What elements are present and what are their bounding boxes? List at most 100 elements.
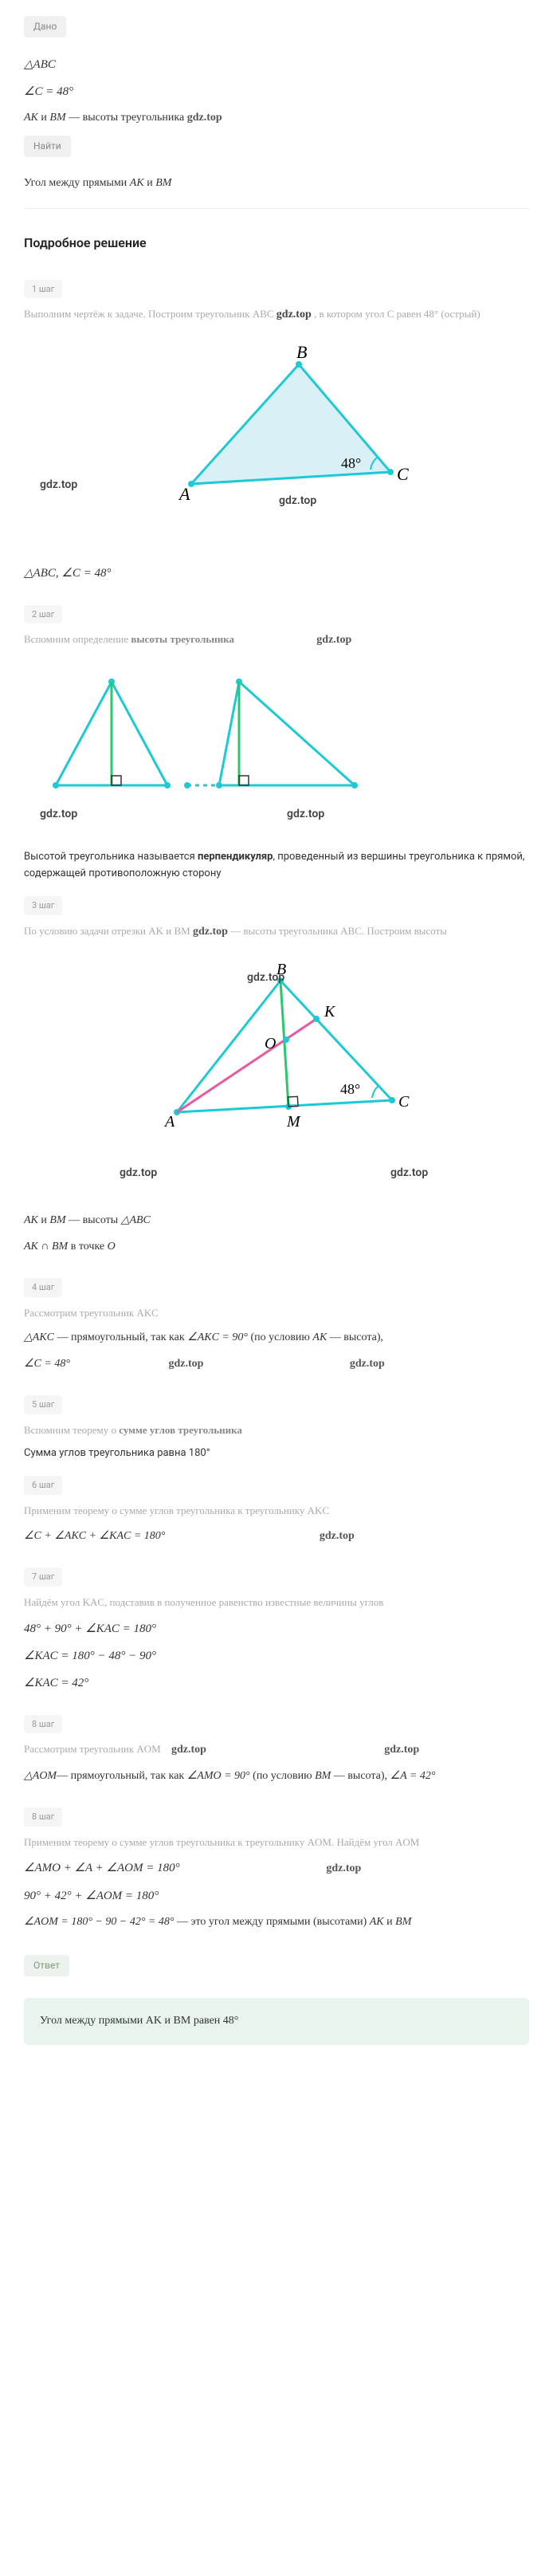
watermark: gdz.top (276, 306, 312, 324)
svg-text:C: C (398, 1093, 410, 1111)
math-bm: BM (155, 177, 171, 189)
step-1-label: 1 шаг (24, 280, 62, 299)
watermark: gdz.top (390, 1164, 428, 1182)
math: ∠AKC = 90° (187, 1331, 248, 1343)
text: Выполним чертёж к задаче. Построим треуг… (24, 308, 253, 320)
text: и (144, 177, 156, 189)
step-7-eq1: 48° + 90° + ∠KAC = 180° (24, 1619, 529, 1638)
find-badge: Найти (24, 136, 71, 157)
watermark: gdz.top (350, 1355, 385, 1373)
step-8a-text: Рассмотрим треугольник AOM gdz.top gdz.t… (24, 1741, 529, 1759)
math-ak: AK (130, 177, 144, 189)
step-4-text: Рассмотрим треугольник AKC (24, 1305, 529, 1322)
step-8b-eq3: ∠AOM = 180° − 90 − 42° = 48° — это угол … (24, 1913, 529, 1931)
step-7-eq2: ∠KAC = 180° − 48° − 90° (24, 1646, 529, 1666)
text: Угол между прямыми (40, 2015, 146, 2027)
step-1-caption: △ABC, ∠C = 48° (24, 564, 529, 583)
math: ∠C + ∠AKC + ∠KAC = 180° (24, 1530, 165, 1542)
text: Вспомним определение (24, 633, 131, 645)
text: . Построим высоты (362, 925, 447, 937)
step-8a-label: 8 шаг (24, 1715, 62, 1734)
step-7-eq3: ∠KAC = 42° (24, 1673, 529, 1693)
math: AK (312, 1331, 327, 1343)
math: ∠AMO + ∠A + ∠AOM = 180° (24, 1862, 180, 1874)
watermark: gdz.top (320, 1528, 355, 1545)
text: Применим теорему о сумме углов треугольн… (24, 1504, 308, 1516)
math: AKC (136, 1307, 158, 1319)
text: (по условию (250, 1770, 315, 1782)
watermark: gdz.top (187, 109, 222, 127)
text: Рассмотрим треугольник (24, 1307, 136, 1319)
math: ∠AOM = 180° − 90 − 42° = 48° (24, 1916, 174, 1928)
text: — высоты треугольника (66, 112, 185, 124)
watermark: gdz.top (168, 1355, 203, 1373)
find-line: Угол между прямыми AK и BM (24, 175, 529, 192)
label-c: C (397, 464, 409, 484)
step-3-text: По условию задачи отрезки AK и BM gdz.to… (24, 923, 529, 941)
step-5-label: 5 шаг (24, 1395, 62, 1414)
text: и (163, 925, 174, 937)
text: Угол между прямыми (24, 177, 130, 189)
svg-text:K: K (324, 1003, 336, 1021)
math: △ABC (121, 1214, 151, 1226)
step-4-line-2: ∠C = 48° gdz.top gdz.top (24, 1355, 529, 1373)
math: ∠AMO = 90° (187, 1770, 250, 1782)
step-8b-text: Применим теорему о сумме углов треугольн… (24, 1835, 529, 1851)
step-4-label: 4 шаг (24, 1278, 62, 1297)
text: Высотой треугольника называется (24, 851, 198, 863)
bold-text: перпендикуляр (198, 851, 273, 863)
step-3-caption-1: AK и BM — высоты △ABC (24, 1212, 529, 1229)
step-8b-label: 8 шаг (24, 1807, 62, 1827)
text: и (38, 1214, 50, 1226)
text: и (162, 2015, 174, 2027)
angle-48: 48° (341, 455, 361, 471)
step-8b-eq2: 90° + 42° + ∠AOM = 180° (24, 1886, 529, 1905)
text: — высоты треугольника (228, 925, 340, 937)
step-7-text: Найдём угол KAC, подставив в полученное … (24, 1595, 529, 1611)
math: AK (370, 1916, 384, 1928)
text: Применим теорему о сумме углов треугольн… (24, 1836, 308, 1848)
math: AK (24, 1214, 38, 1226)
math: BM (315, 1770, 331, 1782)
section-title: Подробное решение (24, 233, 529, 254)
watermark: gdz.top (279, 492, 316, 509)
text: — это угол между прямыми (высотами) (174, 1916, 369, 1928)
text: Сумма углов треугольника равна 180° (24, 1447, 210, 1459)
text: — высота), (331, 1770, 390, 1782)
step-6-eq: ∠C + ∠AKC + ∠KAC = 180° gdz.top (24, 1528, 529, 1545)
math: AOM (395, 1836, 419, 1848)
bold-text: сумме углов треугольника (119, 1424, 242, 1436)
step-2-text: Вспомним определение высоты треугольника… (24, 631, 529, 649)
math: △AKC (24, 1331, 54, 1343)
watermark: gdz.top (326, 1860, 361, 1878)
math: 48° (424, 308, 438, 320)
watermark: gdz.top (287, 805, 324, 823)
text: (по условию (248, 1331, 312, 1343)
watermark: gdz.top (40, 476, 77, 494)
text: . Найдём угол (331, 1836, 395, 1848)
math: 48° (223, 2015, 239, 2027)
text: равен (190, 2015, 222, 2027)
watermark: gdz.top (316, 631, 351, 649)
math: AOM (136, 1743, 160, 1755)
step-6-text: Применим теорему о сумме углов треугольн… (24, 1503, 529, 1520)
text: Найдём угол (24, 1596, 83, 1608)
math-bm: BM (49, 112, 65, 124)
math: KAC (83, 1596, 104, 1608)
step-1-text: Выполним чертёж к задаче. Построим треуг… (24, 306, 529, 324)
math: BM (395, 1916, 411, 1928)
watermark: gdz.top (120, 1164, 157, 1182)
step-8a-line: △AOM— прямоугольный, так как ∠AMO = 90° … (24, 1768, 529, 1785)
watermark: gdz.top (247, 969, 284, 986)
math: ∠C = 48° (24, 1358, 70, 1370)
step-7-label: 7 шаг (24, 1567, 62, 1587)
svg-text:48°: 48° (340, 1081, 360, 1097)
label-b: B (296, 342, 307, 362)
given-badge: Дано (24, 16, 66, 37)
text: По условию задачи отрезки (24, 925, 148, 937)
text: — высота), (327, 1331, 383, 1343)
divider (24, 208, 529, 209)
svg-text:M: M (286, 1113, 301, 1131)
text: , подставив в полученное равенство извес… (104, 1596, 383, 1608)
answer-box: Угол между прямыми AK и BM равен 48° (24, 1998, 529, 2044)
